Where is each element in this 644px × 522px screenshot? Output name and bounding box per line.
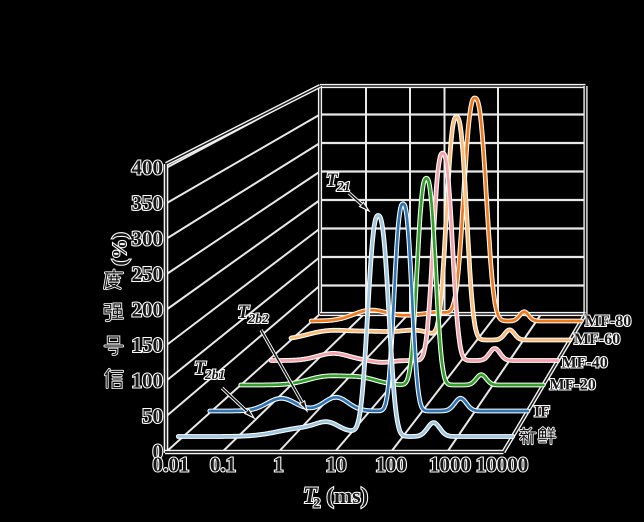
svg-text:T: T bbox=[238, 302, 251, 323]
svg-text:300: 300 bbox=[132, 227, 164, 251]
svg-text:(ms): (ms) bbox=[327, 483, 369, 508]
svg-text:0: 0 bbox=[153, 440, 164, 464]
svg-text:100: 100 bbox=[132, 369, 164, 393]
svg-text:MF-60: MF-60 bbox=[574, 331, 620, 348]
svg-text:50: 50 bbox=[142, 404, 163, 428]
svg-text:(%): (%) bbox=[109, 232, 131, 265]
svg-text:400: 400 bbox=[132, 156, 164, 180]
svg-text:T: T bbox=[303, 483, 318, 508]
svg-text:1: 1 bbox=[273, 453, 284, 477]
svg-text:T: T bbox=[194, 358, 207, 379]
svg-text:MF-40: MF-40 bbox=[562, 355, 608, 372]
svg-text:2: 2 bbox=[313, 496, 321, 512]
svg-text:1000: 1000 bbox=[429, 453, 471, 477]
svg-text:2b1: 2b1 bbox=[204, 367, 225, 382]
svg-text:100: 100 bbox=[375, 453, 407, 477]
svg-text:150: 150 bbox=[132, 333, 164, 357]
svg-text:350: 350 bbox=[132, 191, 164, 215]
svg-text:0.1: 0.1 bbox=[210, 453, 236, 477]
svg-text:MF-80: MF-80 bbox=[585, 313, 631, 330]
svg-text:10: 10 bbox=[326, 453, 347, 477]
svg-text:IF: IF bbox=[534, 404, 550, 421]
svg-text:10000: 10000 bbox=[476, 453, 529, 477]
svg-text:0.01: 0.01 bbox=[153, 453, 190, 477]
svg-text:250: 250 bbox=[132, 262, 164, 286]
svg-text:200: 200 bbox=[132, 298, 164, 322]
svg-text:21: 21 bbox=[336, 179, 351, 194]
svg-text:MF-20: MF-20 bbox=[550, 377, 596, 394]
svg-text:T: T bbox=[326, 170, 339, 191]
svg-text:2b2: 2b2 bbox=[248, 311, 270, 326]
